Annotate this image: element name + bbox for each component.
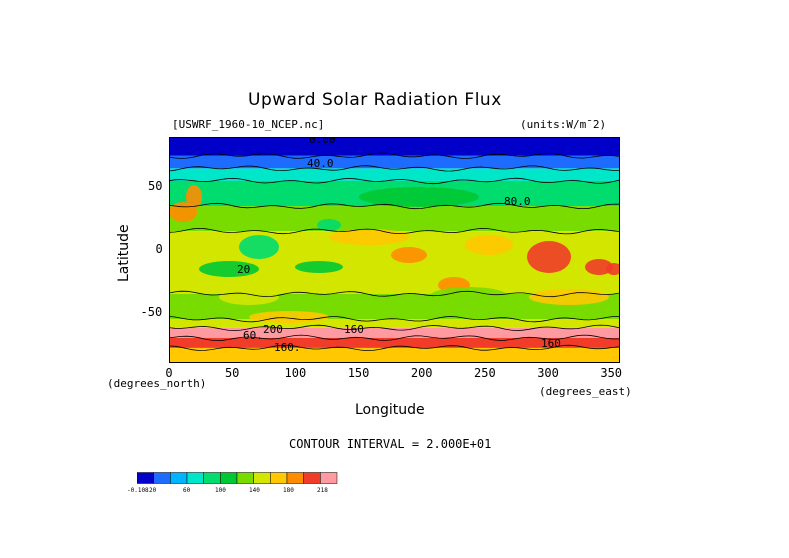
contour-label-2: 80.0 (504, 195, 531, 208)
field-feature-9 (606, 263, 620, 275)
field-feature-12 (429, 287, 509, 307)
field-feature-8 (585, 259, 613, 275)
colorbar-tick-3: 100 (215, 487, 226, 494)
plot-frame (169, 137, 620, 363)
x-tick-label-1: 50 (224, 366, 240, 380)
field-feature-1 (186, 185, 202, 209)
x-tick-label-3: 150 (347, 366, 370, 380)
units-label: (units:W/m¯2) (520, 118, 607, 131)
x-tick-label-7: 350 (600, 366, 623, 380)
colorbar-swatch-3 (186, 472, 204, 484)
colorbar-tick-6: 218 (317, 487, 328, 494)
contour-line-3 (169, 202, 620, 210)
contour-line-4 (169, 227, 620, 235)
band-10 (169, 347, 620, 363)
colorbar-swatch-11 (320, 472, 338, 484)
contour-line-1 (169, 165, 619, 172)
contour-lines (169, 152, 620, 352)
field-feature-19 (479, 209, 559, 225)
file-label: [USWRF_1960-10_NCEP.nc] (172, 118, 325, 131)
band-9 (169, 337, 620, 348)
colorbar-swatch-9 (286, 472, 304, 484)
colorbar-tick-5: 180 (283, 487, 294, 494)
band-2 (169, 168, 620, 181)
contour-label-5: 160 (344, 323, 364, 336)
contour-line-0 (169, 152, 620, 159)
contour-label-8: 60. (243, 329, 263, 342)
band-8 (169, 327, 620, 338)
colorbar-swatch-5 (220, 472, 238, 484)
chart-title: Upward Solar Radiation Flux (248, 90, 502, 110)
field-feature-10 (465, 235, 513, 255)
colorbar-swatch-7 (253, 472, 271, 484)
colorbar-swatch-8 (270, 472, 288, 484)
field-feature-4 (317, 219, 341, 231)
colorbar (137, 472, 338, 484)
contour-label-1: 40.0 (307, 157, 334, 170)
colorbar-tick-2: 60 (183, 487, 191, 494)
colorbar-swatch-2 (170, 472, 188, 484)
contour-labels: 0.00 40.0 80.0 20 200 160 160. 160 60. (237, 137, 561, 354)
contour-line-2 (169, 177, 620, 185)
x-tick-label-2: 100 (284, 366, 307, 380)
x-axis-label: Longitude (355, 402, 425, 418)
contour-label-4: 200 (263, 323, 283, 336)
band-0 (169, 137, 620, 156)
field-feature-14 (359, 187, 479, 207)
colorbar-tick-1: 20 (149, 487, 157, 494)
colorbar-tick-4: 140 (249, 487, 260, 494)
colorbar-swatch-1 (153, 472, 171, 484)
colorbar-swatch-0 (137, 472, 154, 484)
contour-label-0: 0.00 (309, 137, 336, 146)
field-feature-2 (211, 209, 247, 225)
y-tick-label-1: 0 (155, 242, 163, 256)
y-tick-label-2: -50 (140, 304, 163, 319)
band-1 (169, 155, 620, 169)
field-feature-5 (391, 247, 427, 263)
y-tick-label-0: 50 (148, 179, 163, 194)
x-tick-label-5: 250 (474, 366, 496, 380)
field-feature-18 (199, 261, 259, 277)
field-feature-3 (239, 235, 279, 259)
contour-line-7 (169, 324, 620, 332)
y-axis-label: Latitude (116, 224, 132, 282)
colorbar-tick-0: -0.108 (127, 487, 149, 494)
field-feature-16 (529, 289, 609, 305)
x-tick-label-0: 0 (165, 366, 173, 380)
field-feature-13 (219, 289, 279, 305)
contour-line-5 (169, 290, 620, 298)
field-feature-17 (295, 261, 343, 273)
contour-interval: CONTOUR INTERVAL = 2.000E+01 (289, 437, 492, 451)
x-tick-label-6: 300 (537, 366, 559, 380)
contour-label-3: 20 (237, 263, 250, 276)
x-units-label: (degrees_east) (539, 385, 632, 398)
plot-area: 0.00 40.0 80.0 20 200 160 160. 160 60. (169, 137, 620, 363)
colorbar-swatch-10 (303, 472, 321, 484)
contour-line-6 (169, 315, 620, 323)
y-units-label: (degrees_north) (107, 377, 207, 390)
contour-line-8 (169, 334, 620, 342)
contour-label-7: 160 (541, 337, 561, 350)
field-feature-7 (527, 241, 571, 273)
band-7 (169, 319, 620, 328)
x-tick-label-4: 200 (410, 366, 433, 380)
contour-label-6: 160. (274, 341, 301, 354)
field-feature-15 (249, 311, 329, 323)
colorbar-swatch-6 (236, 472, 254, 484)
colorbar-swatch-4 (203, 472, 221, 484)
contour-line-9 (169, 344, 620, 352)
